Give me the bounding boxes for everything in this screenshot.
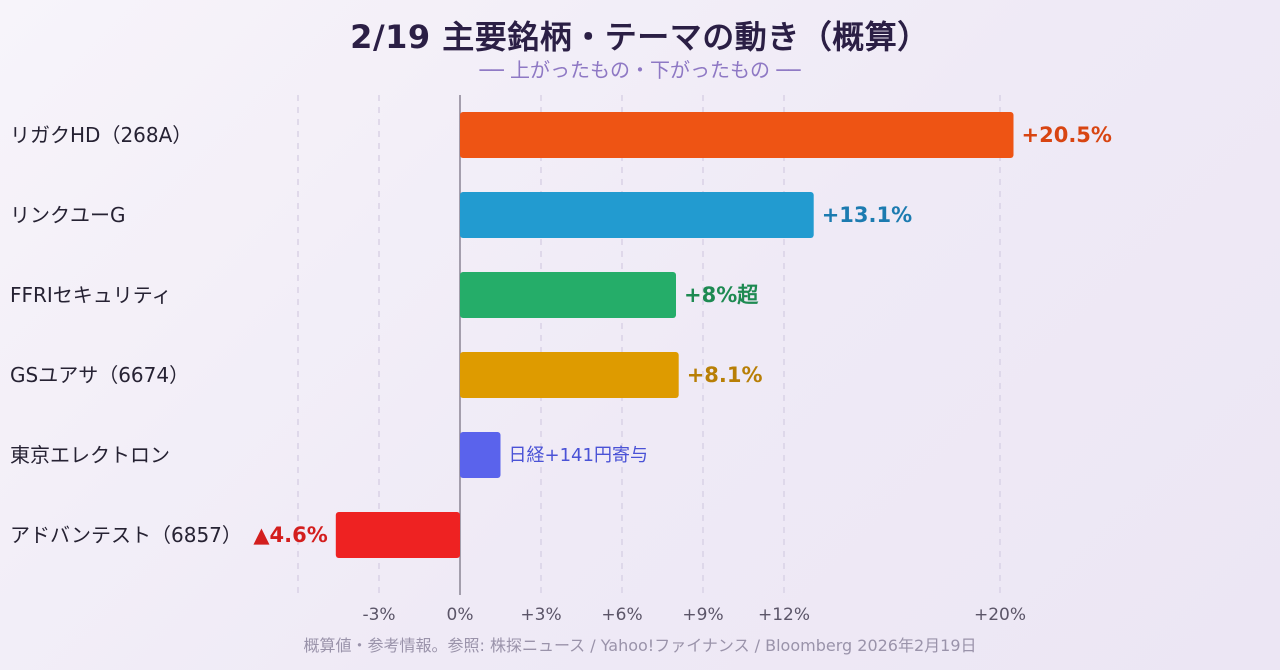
category-label: リンクユーG (10, 203, 126, 227)
x-tick-label: -3% (362, 605, 395, 625)
category-label: FFRIセキュリティ (10, 283, 172, 307)
category-label: GSユアサ（6674） (10, 363, 189, 387)
category-label: リガクHD（268A） (10, 123, 192, 147)
x-tick-label: +9% (682, 605, 723, 625)
bar (460, 192, 814, 238)
x-tick-label: +6% (601, 605, 642, 625)
category-label: 東京エレクトロン (10, 443, 170, 467)
x-axis-ticks: -3% 0% +3% +6% +9% +12% +20% (362, 605, 1026, 625)
data-label: ▲4.6% (253, 523, 327, 547)
chart-title: 2/19 主要銘柄・テーマの動き（概算） (350, 18, 930, 56)
data-label: +8%超 (684, 283, 759, 307)
bars: リガクHD（268A） +20.5% リンクユーG +13.1% FFRIセキュリティ +… (10, 112, 1112, 558)
data-label: +13.1% (822, 203, 912, 227)
x-tick-label: +3% (520, 605, 561, 625)
data-label: 日経+141円寄与 (509, 445, 648, 466)
bar (335, 512, 460, 558)
x-tick-label: 0% (447, 605, 474, 625)
bar (460, 352, 679, 398)
bar (460, 432, 501, 478)
gridlines (297, 95, 1001, 595)
source-note: 概算値・参考情報。参照: 株探ニュース / Yahoo!ファイナンス / Blo… (303, 636, 977, 655)
bar (460, 112, 1014, 158)
chart-subtitle: ── 上がったもの・下がったもの ── (479, 58, 801, 82)
x-tick-label: +12% (758, 605, 810, 625)
category-label: アドバンテスト（6857） (10, 523, 242, 547)
bar (460, 272, 676, 318)
data-label: +8.1% (687, 363, 763, 387)
data-label: +20.5% (1022, 123, 1112, 147)
x-tick-label: +20% (974, 605, 1026, 625)
